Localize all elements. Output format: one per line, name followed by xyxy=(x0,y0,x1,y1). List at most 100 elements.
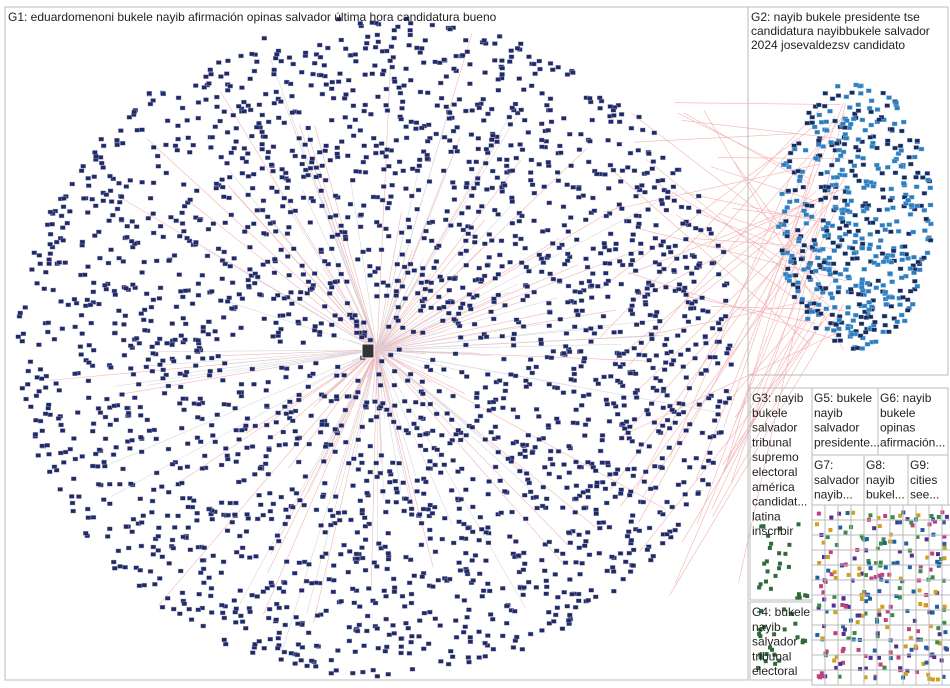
node xyxy=(399,594,406,599)
node xyxy=(418,542,425,548)
node xyxy=(107,526,113,532)
node xyxy=(421,491,427,496)
node xyxy=(302,316,308,322)
node xyxy=(565,618,572,623)
node xyxy=(451,276,458,282)
node xyxy=(417,308,424,313)
node xyxy=(352,313,358,318)
node xyxy=(276,115,282,120)
node xyxy=(503,163,510,169)
node xyxy=(267,636,273,642)
node xyxy=(779,248,785,253)
node xyxy=(259,166,266,171)
node xyxy=(341,96,348,101)
node xyxy=(786,273,793,279)
node xyxy=(179,480,185,486)
node xyxy=(87,302,94,308)
node xyxy=(311,328,318,333)
node xyxy=(221,249,227,255)
node xyxy=(398,116,404,122)
node xyxy=(616,119,623,125)
node xyxy=(70,508,76,514)
node xyxy=(481,273,488,279)
node xyxy=(604,402,610,407)
node xyxy=(373,143,380,148)
node xyxy=(387,58,393,63)
node xyxy=(847,105,853,110)
node xyxy=(662,360,669,365)
node xyxy=(937,632,942,637)
node xyxy=(907,288,914,294)
node xyxy=(509,168,516,173)
node xyxy=(149,510,155,515)
node xyxy=(85,183,92,188)
edge xyxy=(204,248,378,351)
node xyxy=(842,231,849,237)
node xyxy=(626,492,633,498)
node xyxy=(345,78,352,83)
node xyxy=(682,254,688,260)
node xyxy=(469,193,475,199)
node xyxy=(238,393,245,399)
node xyxy=(799,296,805,302)
node xyxy=(915,629,920,634)
node xyxy=(239,545,246,551)
node xyxy=(695,491,701,496)
node xyxy=(474,404,481,409)
node xyxy=(270,168,276,174)
node xyxy=(110,176,117,182)
node xyxy=(281,195,287,201)
node xyxy=(550,241,556,246)
node xyxy=(36,342,42,347)
node xyxy=(205,319,212,324)
node xyxy=(427,609,433,615)
node xyxy=(212,439,218,445)
node xyxy=(897,586,902,591)
node xyxy=(618,112,625,117)
node xyxy=(476,105,482,111)
node xyxy=(927,185,933,191)
node xyxy=(659,465,665,471)
node xyxy=(400,325,406,331)
node xyxy=(935,677,940,682)
node xyxy=(157,224,164,229)
node xyxy=(308,413,314,418)
group-label: afirmación... xyxy=(880,435,945,449)
node xyxy=(111,559,117,565)
node xyxy=(350,586,356,592)
node xyxy=(633,395,640,400)
node xyxy=(866,88,872,93)
node xyxy=(836,317,842,323)
node xyxy=(261,231,267,236)
node xyxy=(661,266,667,272)
node xyxy=(777,566,782,571)
node xyxy=(663,336,670,342)
node xyxy=(471,322,478,327)
node xyxy=(352,117,359,123)
node xyxy=(601,374,607,380)
node xyxy=(292,661,298,666)
node xyxy=(103,286,109,292)
node xyxy=(417,50,423,55)
node xyxy=(383,293,390,298)
node xyxy=(146,428,153,433)
node xyxy=(799,248,806,254)
node xyxy=(384,205,391,211)
node xyxy=(221,637,227,643)
node xyxy=(273,320,279,326)
node xyxy=(71,476,77,481)
edge xyxy=(376,349,411,503)
node xyxy=(609,554,615,560)
node xyxy=(133,565,139,570)
node xyxy=(465,525,471,531)
node xyxy=(843,604,848,609)
node xyxy=(354,330,360,335)
node xyxy=(388,44,395,49)
node xyxy=(932,655,937,660)
node xyxy=(107,481,113,487)
node xyxy=(476,655,482,660)
node xyxy=(468,306,474,312)
node xyxy=(481,38,487,43)
node xyxy=(859,139,865,144)
node xyxy=(278,99,284,104)
